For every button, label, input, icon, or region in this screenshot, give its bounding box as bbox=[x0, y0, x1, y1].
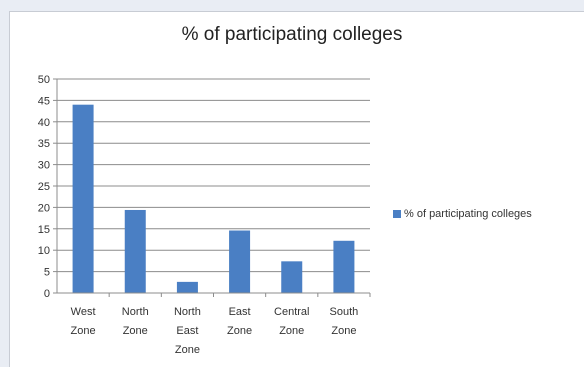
bar bbox=[333, 240, 355, 293]
y-tick-label: 20 bbox=[38, 202, 50, 214]
x-tick-label: Central bbox=[274, 306, 309, 318]
legend-label: % of participating colleges bbox=[404, 208, 532, 220]
x-tick-label: West bbox=[71, 306, 96, 318]
y-tick-label: 5 bbox=[44, 267, 50, 279]
x-tick-label: South bbox=[330, 306, 359, 318]
y-tick-label: 50 bbox=[38, 74, 50, 86]
y-tick-label: 10 bbox=[38, 245, 50, 257]
x-tick-label: Zone bbox=[227, 325, 252, 337]
y-tick-label: 35 bbox=[38, 138, 50, 150]
bar bbox=[124, 209, 146, 293]
x-tick-label: North bbox=[174, 306, 201, 318]
y-tick-label: 45 bbox=[38, 95, 50, 107]
x-tick-label: Zone bbox=[175, 344, 200, 356]
x-tick-label: Zone bbox=[71, 325, 96, 337]
y-tick-label: 40 bbox=[38, 117, 50, 129]
x-tick-label: East bbox=[176, 325, 198, 337]
x-tick-label: Zone bbox=[279, 325, 304, 337]
chart-area bbox=[9, 11, 584, 367]
y-tick-label: 15 bbox=[38, 224, 50, 236]
x-tick-label: Zone bbox=[331, 325, 356, 337]
bar bbox=[281, 261, 303, 293]
y-tick-label: 25 bbox=[38, 181, 50, 193]
bar bbox=[72, 104, 94, 294]
legend-swatch bbox=[393, 210, 401, 218]
legend: % of participating colleges bbox=[393, 208, 532, 220]
x-tick-label: North bbox=[122, 306, 149, 318]
y-tick-label: 0 bbox=[44, 288, 50, 300]
bar bbox=[229, 230, 251, 293]
chart-title: % of participating colleges bbox=[181, 24, 403, 45]
bar bbox=[176, 281, 198, 293]
x-tick-label: Zone bbox=[123, 325, 148, 337]
y-tick-label: 30 bbox=[38, 160, 50, 172]
x-tick-label: East bbox=[229, 306, 251, 318]
